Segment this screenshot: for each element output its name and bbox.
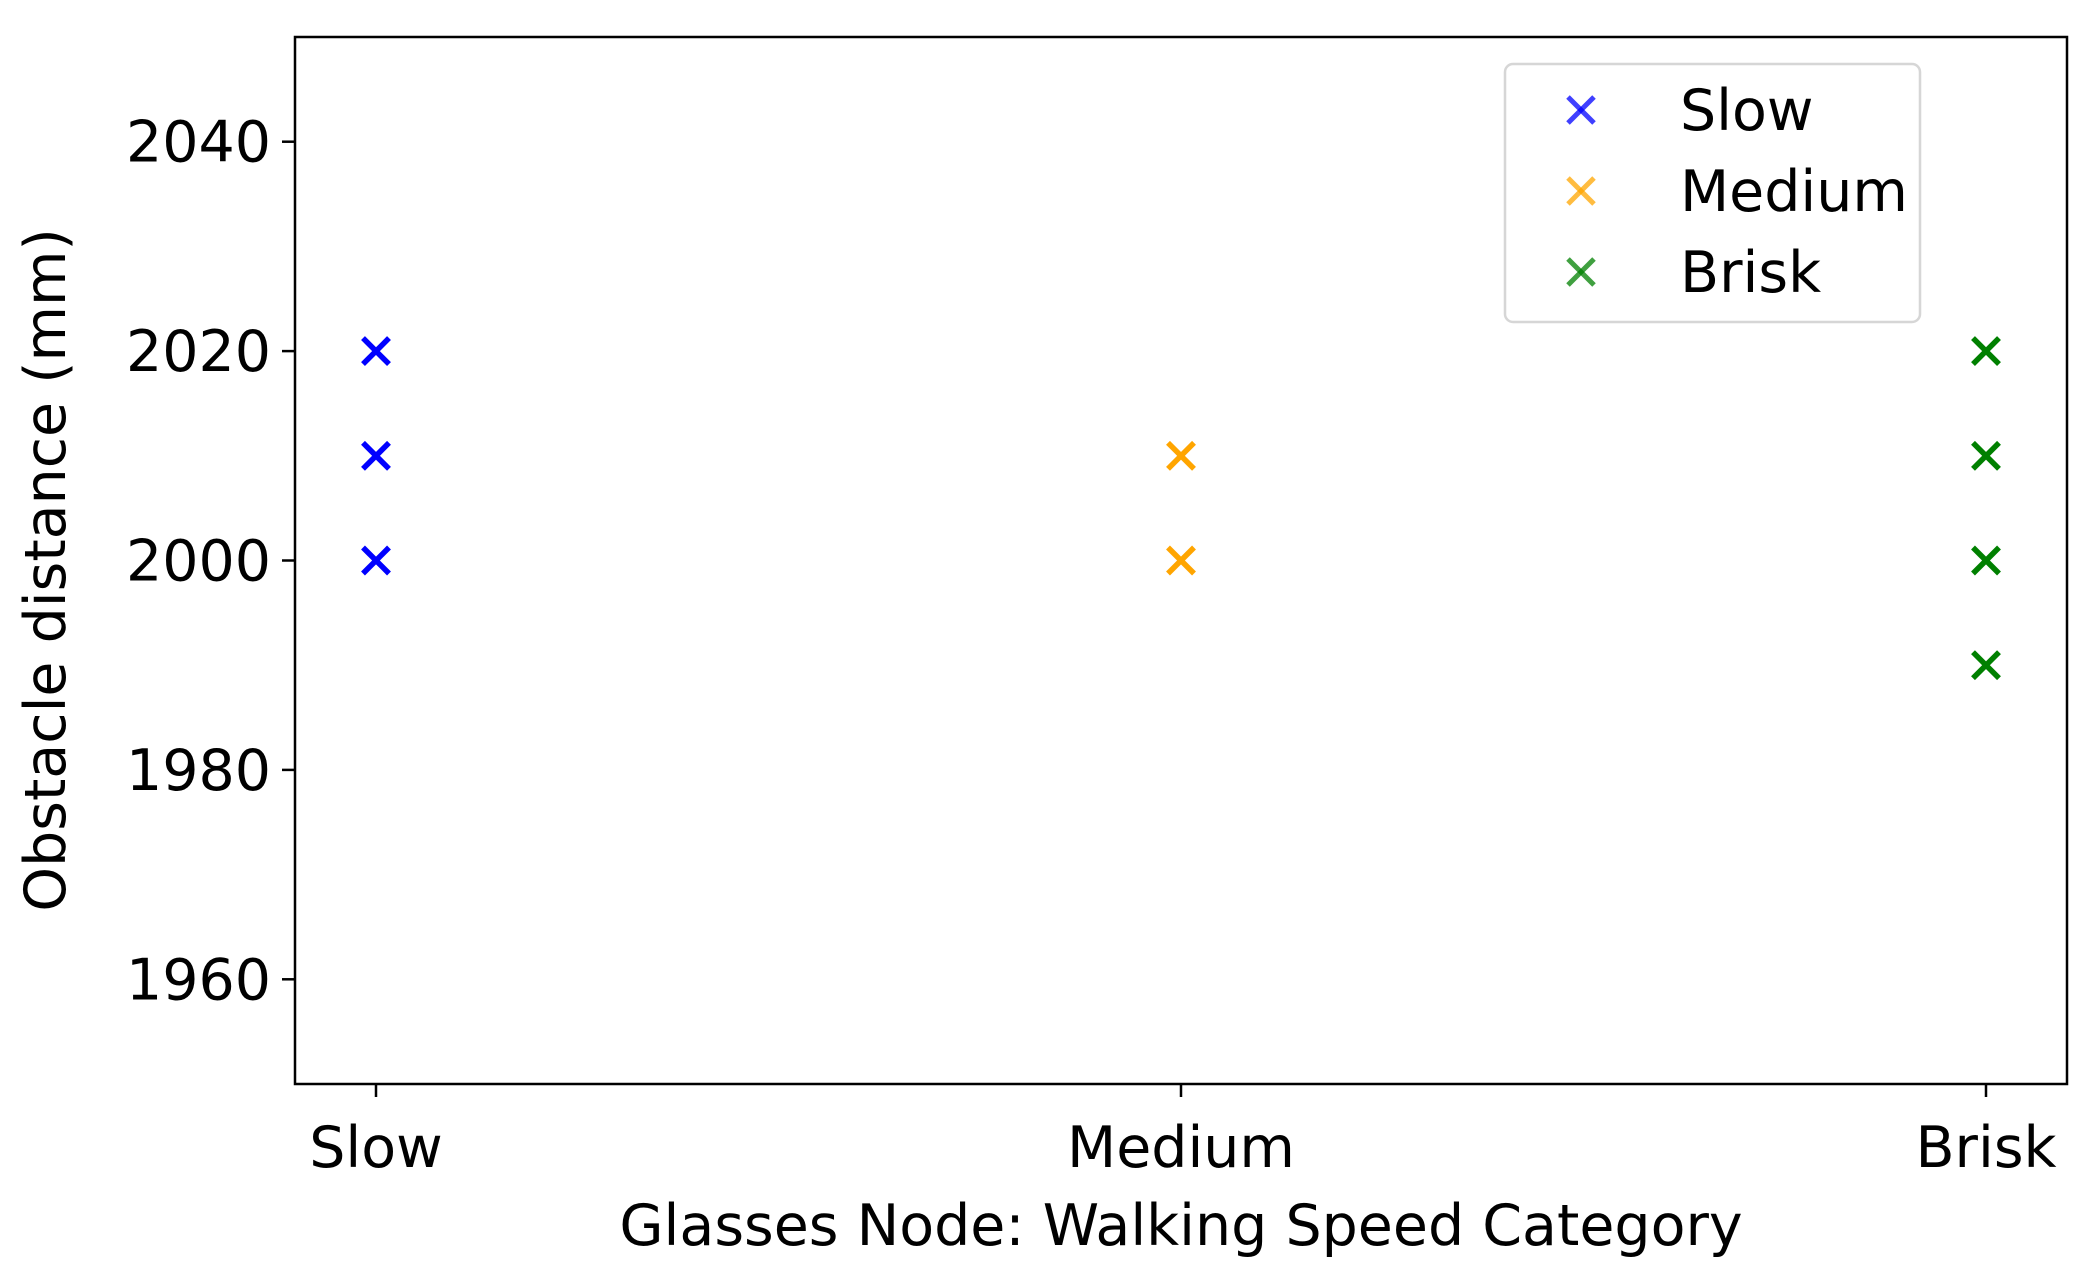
x-axis: Slow Medium Brisk: [309, 1084, 2057, 1181]
legend-frame: [1503, 62, 1922, 324]
data-point-marker: [361, 336, 391, 367]
data-point-marker: [361, 440, 391, 471]
legend-label: Brisk: [1680, 240, 1821, 306]
x-tick-label: Brisk: [1915, 1115, 2056, 1181]
data-point-marker: [1971, 336, 2001, 367]
series-brisk: [1971, 336, 2001, 681]
series-medium: [1166, 440, 1196, 576]
data-point-marker: [1166, 545, 1196, 576]
legend-item-slow: Slow: [1566, 78, 1814, 144]
data-point-marker: [361, 545, 391, 576]
y-axis: 1960 1980 2000 2020 2040: [126, 110, 295, 1013]
legend: Slow Medium Brisk: [1503, 62, 1922, 324]
data-point-marker: [1971, 440, 2001, 471]
legend-marker-icon: [1566, 95, 1596, 125]
y-tick-label: 1980: [126, 738, 271, 804]
legend-label: Slow: [1680, 78, 1814, 144]
legend-item-brisk: Brisk: [1566, 240, 1821, 306]
y-tick-label: 1960: [126, 947, 271, 1013]
x-tick-label: Medium: [1067, 1115, 1295, 1181]
series-slow: [361, 336, 391, 576]
y-axis-label: Obstacle distance (mm): [13, 228, 79, 912]
legend-marker-icon: [1566, 176, 1596, 206]
y-tick-label: 2000: [126, 529, 271, 595]
data-point-marker: [1971, 545, 2001, 576]
legend-marker-icon: [1566, 257, 1596, 287]
y-tick-label: 2040: [126, 110, 271, 176]
data-point-marker: [1971, 650, 2001, 681]
data-points: [361, 336, 2001, 681]
x-tick-label: Slow: [309, 1115, 443, 1181]
y-tick-label: 2020: [126, 319, 271, 385]
x-axis-label: Glasses Node: Walking Speed Category: [619, 1193, 1742, 1259]
legend-item-medium: Medium: [1566, 159, 1908, 225]
legend-label: Medium: [1680, 159, 1908, 225]
data-point-marker: [1166, 440, 1196, 471]
